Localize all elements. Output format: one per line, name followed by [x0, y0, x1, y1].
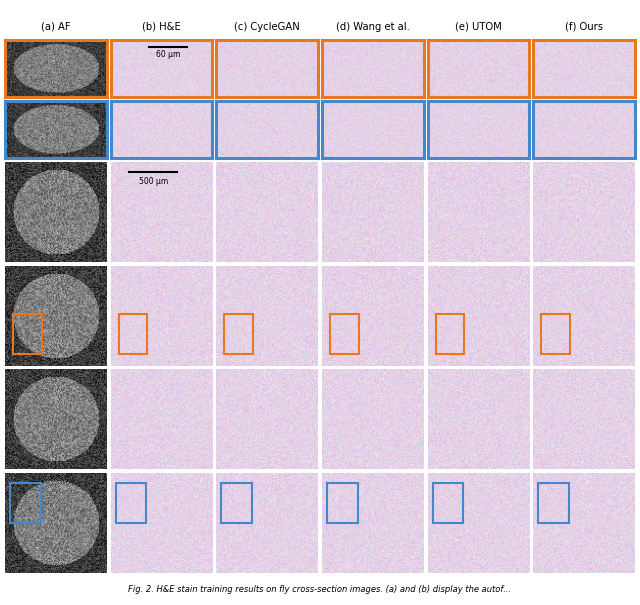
Text: 60 μm: 60 μm	[156, 50, 180, 59]
Bar	[330, 313, 358, 353]
Text: Fig. 2. H&E stain training results on fly cross-section images. (a) and (b) disp: Fig. 2. H&E stain training results on fl…	[129, 586, 511, 594]
Text: (e) UTOM: (e) UTOM	[455, 22, 502, 31]
Bar	[327, 483, 358, 523]
Bar	[116, 483, 147, 523]
Bar	[538, 483, 569, 523]
Bar	[119, 313, 147, 353]
Text: 500 μm: 500 μm	[139, 177, 168, 186]
Bar	[225, 313, 253, 353]
Bar	[10, 483, 41, 523]
Text: (f) Ours: (f) Ours	[565, 22, 603, 31]
Text: (b) H&E: (b) H&E	[142, 22, 181, 31]
Bar	[13, 313, 42, 353]
Bar	[433, 483, 463, 523]
Text: (c) CycleGAN: (c) CycleGAN	[234, 22, 300, 31]
Bar	[221, 483, 252, 523]
Bar	[436, 313, 464, 353]
Text: (a) AF: (a) AF	[41, 22, 71, 31]
Text: (d) Wang et al.: (d) Wang et al.	[336, 22, 410, 31]
Bar	[541, 313, 570, 353]
